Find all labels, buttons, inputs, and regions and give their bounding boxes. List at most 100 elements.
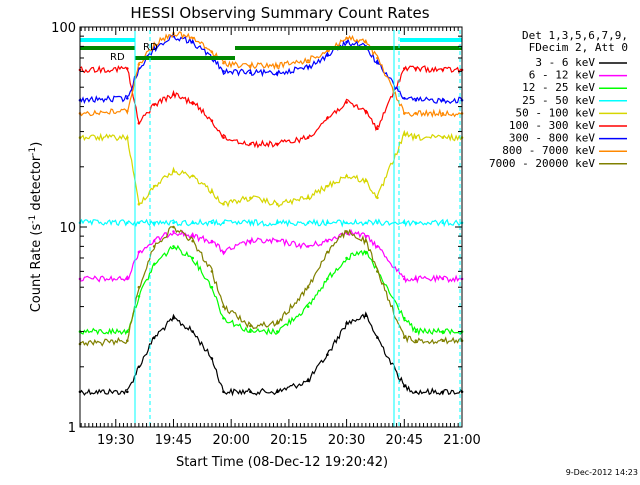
- series-7-point-9: [249, 71, 252, 75]
- series-3-point-8: [222, 316, 225, 320]
- series-4-point-10: [276, 221, 279, 225]
- x-tick-label-7: 21:00: [443, 433, 480, 448]
- y-tick-label-3: 100: [51, 21, 76, 36]
- x-tick-label-6: 20:45: [386, 433, 423, 448]
- series-3-point-7: [210, 285, 214, 289]
- series-4-point-3: [137, 221, 141, 225]
- series-3: [78, 244, 464, 337]
- x-axis-label: Start Time (08-Dec-12 19:20:42): [176, 455, 388, 470]
- series-layer: [78, 31, 464, 397]
- series-1-point-14: [364, 314, 368, 318]
- series-6-point-6: [191, 101, 194, 104]
- series-7-point-4: [152, 47, 156, 50]
- series-4-point-16: [403, 221, 406, 225]
- series-5-point-13: [345, 174, 348, 178]
- series-7-point-6: [191, 40, 194, 44]
- legend-label-6: 100 - 300 keV: [509, 119, 595, 132]
- series-3-point-17: [414, 330, 418, 333]
- series-2-point-16: [403, 277, 406, 281]
- series-6-point-9: [249, 142, 252, 146]
- series-3-point-5: [172, 245, 175, 248]
- series-4-point-8: [222, 221, 225, 225]
- legend-header-1: Det 1,3,5,6,7,9,: [522, 29, 628, 42]
- series-line-5: [79, 129, 463, 208]
- series-4-point-2: [126, 221, 129, 225]
- series-9-point-11: [306, 285, 310, 289]
- series-9-point-6: [191, 239, 194, 243]
- series-6-point-4: [152, 103, 156, 106]
- legend-label-7: 300 - 800 keV: [509, 132, 595, 145]
- series-2-point-17: [414, 277, 418, 281]
- series-9: [78, 225, 464, 347]
- series-5-point-11: [306, 196, 310, 200]
- plot-frame: [79, 26, 463, 428]
- series-7-point-11: [306, 65, 310, 69]
- series-5-point-17: [414, 136, 418, 139]
- legend-header-2: FDecim 2, Att 0: [529, 41, 628, 54]
- series-line-3: [79, 244, 463, 337]
- series-8-point-13: [345, 36, 348, 40]
- legend-label-4: 25 - 50 keV: [522, 94, 595, 107]
- svg-text:Count Rate (s-1 detector-1): Count Rate (s-1 detector-1): [28, 142, 44, 313]
- legend-label-9: 7000 - 20000 keV: [489, 157, 595, 170]
- series-2-point-18: [441, 277, 445, 281]
- series-1-point-15: [376, 336, 379, 339]
- y-label-part-1: Count Rate (s: [29, 224, 44, 313]
- series-4-point-18: [441, 221, 445, 225]
- series-5-point-10: [276, 202, 279, 206]
- x-axis: 19:30 19:45 20:00 20:15 20:30 20:45 21:00: [80, 27, 481, 448]
- series-8-point-9: [249, 64, 252, 68]
- series-9-point-17: [414, 339, 418, 343]
- series-5-point-6: [191, 174, 194, 178]
- series-7: [78, 32, 464, 105]
- y-axis-label: Count Rate (s-1 detector-1): [28, 142, 44, 313]
- series-6-point-14: [364, 109, 368, 113]
- series-8-point-10: [276, 64, 279, 68]
- series-3-point-9: [249, 330, 252, 333]
- series-2-point-5: [172, 230, 175, 233]
- series-4-point-7: [210, 221, 214, 225]
- series-3-point-12: [326, 277, 329, 281]
- series-7-point-16: [403, 97, 406, 100]
- series-5-point-5: [172, 169, 175, 173]
- series-9-point-13: [345, 230, 348, 233]
- series-1-point-8: [222, 390, 225, 394]
- legend-label-1: 3 - 6 keV: [535, 56, 595, 69]
- series-7-point-10: [276, 71, 279, 75]
- series-9-point-9: [249, 324, 252, 328]
- overlay-layer: RD RD: [80, 30, 462, 427]
- series-9-point-18: [441, 339, 445, 343]
- series-1-point-9: [249, 390, 252, 394]
- series-9-point-12: [326, 250, 329, 254]
- series-2-point-15: [376, 245, 379, 248]
- series-7-point-2: [126, 97, 129, 100]
- series-4: [78, 218, 464, 228]
- y-tick-label-2: 10: [59, 221, 76, 236]
- series-1: [78, 311, 464, 397]
- series-6: [78, 64, 464, 149]
- series-1-point-18: [441, 390, 445, 394]
- series-9-point-2: [126, 339, 129, 343]
- series-4-point-17: [414, 221, 418, 225]
- series-1-point-12: [326, 353, 329, 357]
- series-6-point-5: [172, 93, 175, 96]
- series-5-point-15: [376, 196, 379, 200]
- series-1-point-11: [306, 379, 310, 383]
- series-6-point-13: [345, 101, 348, 104]
- legend-label-8: 800 - 7000 keV: [502, 144, 595, 157]
- legend-label-2: 6 - 12 keV: [529, 69, 596, 82]
- series-8-point-8: [222, 61, 225, 65]
- y-label-sup-2: -1: [28, 147, 38, 156]
- chart-title: HESSI Observing Summary Count Rates: [130, 4, 429, 22]
- series-8-point-16: [403, 112, 406, 115]
- series-line-2: [80, 228, 463, 284]
- series-7-point-17: [414, 99, 418, 102]
- series-1-point-13: [345, 322, 348, 325]
- series-8-point-2: [126, 109, 129, 113]
- series-4-point-6: [191, 221, 194, 225]
- series-line-7: [79, 32, 463, 105]
- series-2-point-12: [326, 239, 329, 243]
- series-8-point-4: [152, 42, 156, 46]
